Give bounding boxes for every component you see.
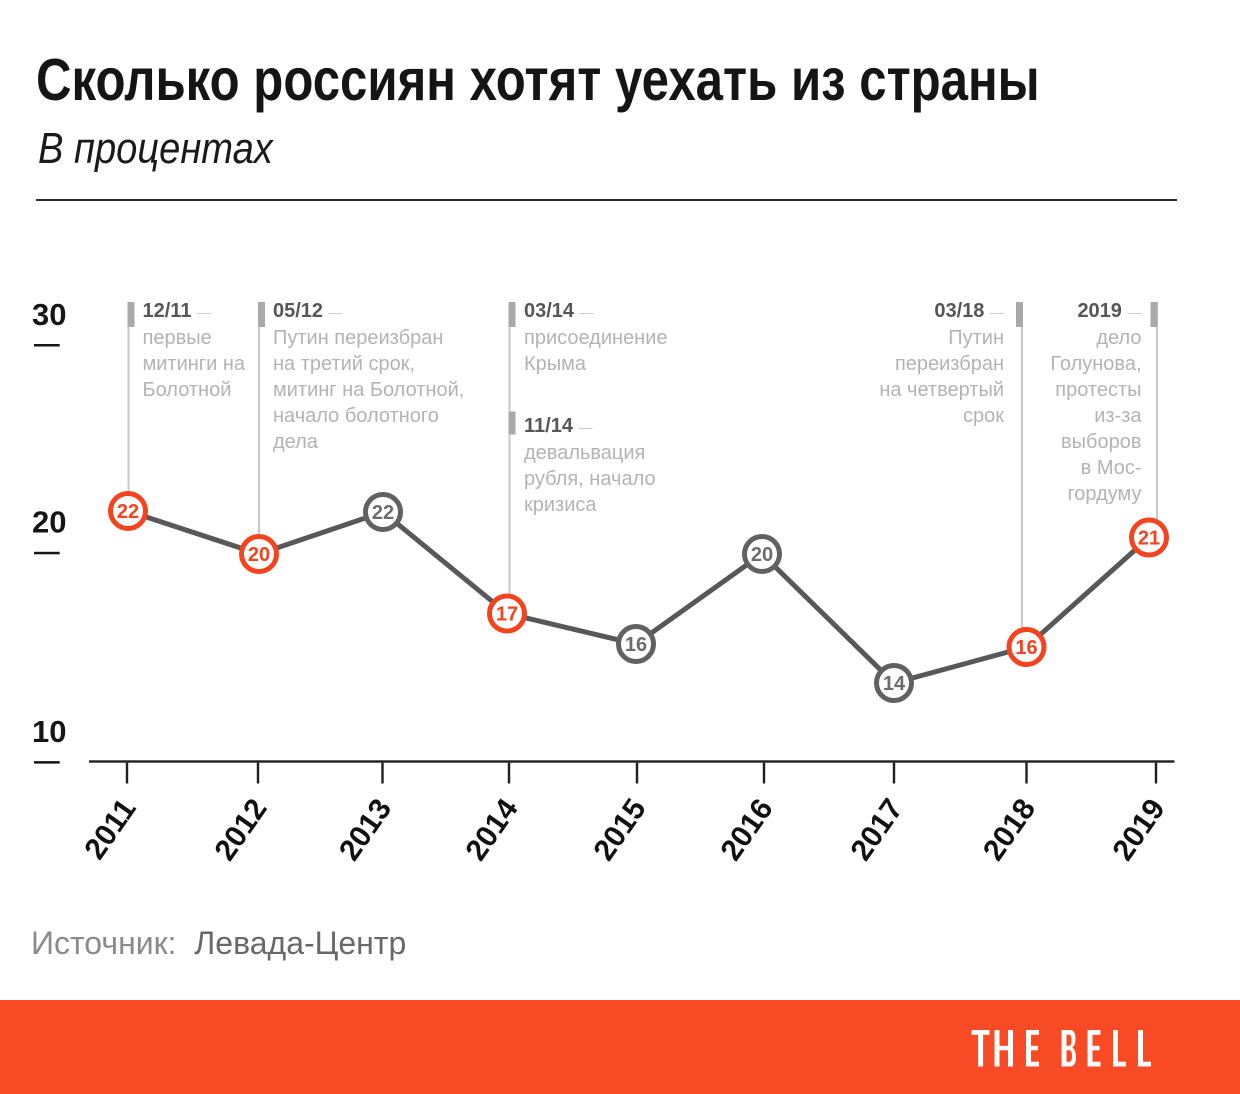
svg-text:10: 10 (32, 714, 66, 749)
svg-text:14: 14 (883, 673, 906, 695)
svg-text:2017: 2017 (844, 793, 909, 867)
svg-text:16: 16 (625, 634, 647, 656)
svg-text:2015: 2015 (587, 793, 652, 867)
svg-text:22: 22 (372, 502, 394, 524)
svg-text:30: 30 (32, 297, 66, 332)
svg-text:2014: 2014 (459, 793, 524, 867)
svg-text:16: 16 (1015, 637, 1037, 659)
svg-text:2016: 2016 (714, 793, 779, 867)
svg-text:20: 20 (32, 505, 66, 540)
svg-text:2011: 2011 (78, 793, 142, 865)
svg-text:20: 20 (248, 544, 270, 566)
svg-text:2013: 2013 (333, 793, 398, 867)
svg-text:22: 22 (117, 501, 139, 523)
svg-text:2018: 2018 (977, 793, 1042, 867)
svg-text:20: 20 (751, 544, 773, 566)
svg-text:2012: 2012 (208, 793, 273, 867)
svg-text:2019: 2019 (1106, 793, 1171, 867)
svg-text:17: 17 (496, 604, 518, 626)
svg-text:21: 21 (1138, 528, 1160, 550)
